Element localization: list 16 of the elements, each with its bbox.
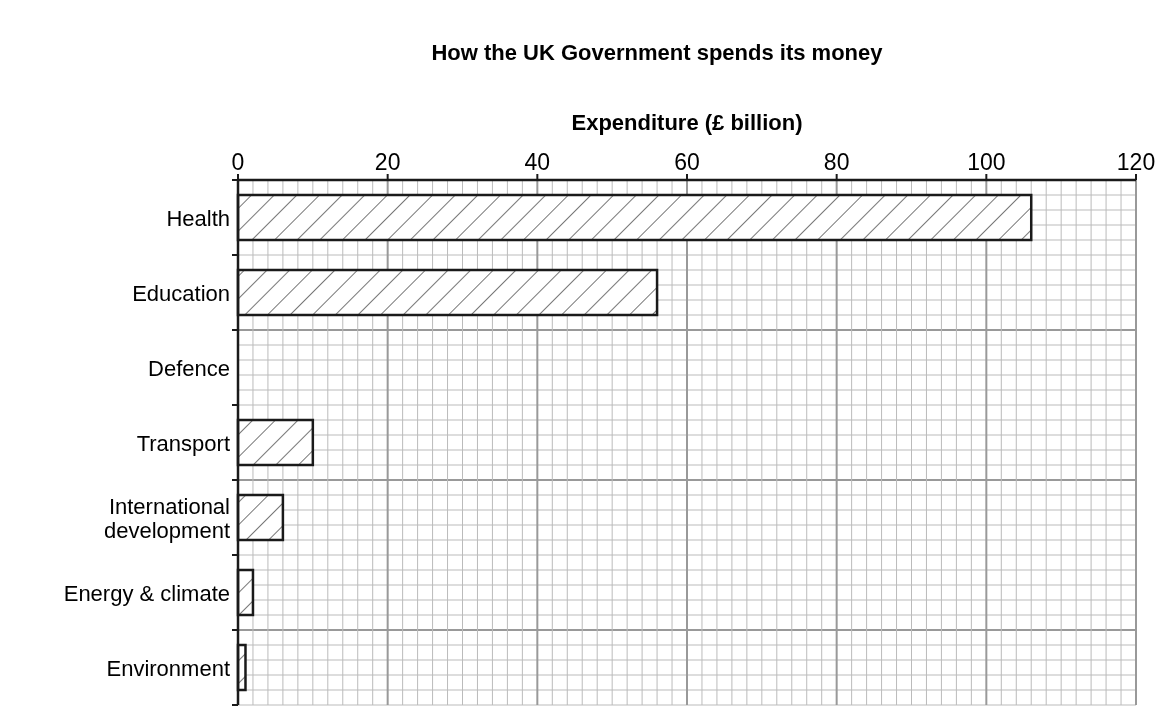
x-tick-label: 80 <box>823 149 850 175</box>
x-axis-title: Expenditure (£ billion) <box>571 110 803 135</box>
x-tick-label: 100 <box>967 149 1006 175</box>
y-tick-label: Defence <box>148 355 230 380</box>
y-tick-label: Health <box>166 205 230 230</box>
x-tick-label: 60 <box>674 149 700 175</box>
y-tick-label: International development <box>104 493 230 542</box>
y-tick-label: Transport <box>136 430 230 455</box>
x-tick-label: 120 <box>1116 149 1156 175</box>
x-tick-label: 40 <box>524 149 551 175</box>
x-tick-label: 0 <box>231 149 245 175</box>
y-tick-label: Energy & climate <box>63 580 230 605</box>
y-tick-label: Environment <box>106 655 230 680</box>
x-tick-label: 20 <box>374 149 401 175</box>
chart-title: How the UK Government spends its money <box>431 40 884 65</box>
y-tick-label: Education <box>132 280 230 305</box>
